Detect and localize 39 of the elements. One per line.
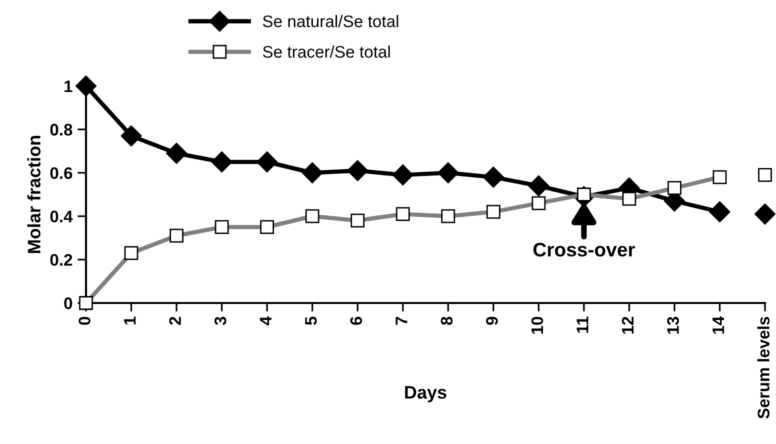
y-tick-label: 0.8	[50, 124, 72, 136]
x-tick-label: 11	[576, 316, 588, 333]
x-tick-label: 9	[486, 316, 498, 325]
y-tick-label: 0.6	[50, 167, 72, 180]
point	[482, 166, 504, 188]
x-tick-label: 2	[169, 316, 181, 325]
y-tick-label: 1	[64, 80, 72, 92]
x-tick-label: 0	[78, 316, 90, 325]
y-tick-label: 0.2	[50, 254, 72, 266]
point	[75, 75, 97, 97]
x-tick-label: 8	[440, 316, 453, 325]
x-tick-label: 7	[396, 316, 408, 325]
point	[120, 125, 142, 146]
y-tick-label: 0	[64, 297, 72, 310]
x-tick-label: 14	[712, 316, 724, 334]
x-tick-label: 6	[350, 316, 362, 325]
point	[256, 151, 278, 172]
point	[528, 175, 550, 196]
x-tick-label: 3	[214, 316, 226, 326]
x-tick-label: Serum levels	[757, 316, 770, 419]
legend-label: Se tracer/Se total	[262, 46, 390, 58]
x-tick-label: 4	[260, 316, 272, 326]
y-axis-title: Molar fraction	[27, 136, 41, 253]
point	[438, 162, 459, 184]
x-tick-label: 13	[667, 316, 679, 334]
x-tick-label: 1	[124, 316, 136, 324]
point	[392, 164, 414, 186]
point	[166, 142, 188, 164]
point	[709, 201, 730, 222]
x-tick-label: 10	[531, 316, 544, 334]
annotation: Cross-over	[533, 242, 635, 257]
point	[211, 151, 232, 172]
point	[302, 162, 323, 184]
legend-label: Se natural/Se total	[262, 15, 398, 28]
point	[347, 160, 368, 182]
x-axis-title: Days	[405, 386, 446, 402]
y-tick-label: 0.4	[50, 210, 73, 222]
x-tick-label: 12	[622, 316, 634, 334]
x-tick-label: 5	[305, 316, 317, 325]
